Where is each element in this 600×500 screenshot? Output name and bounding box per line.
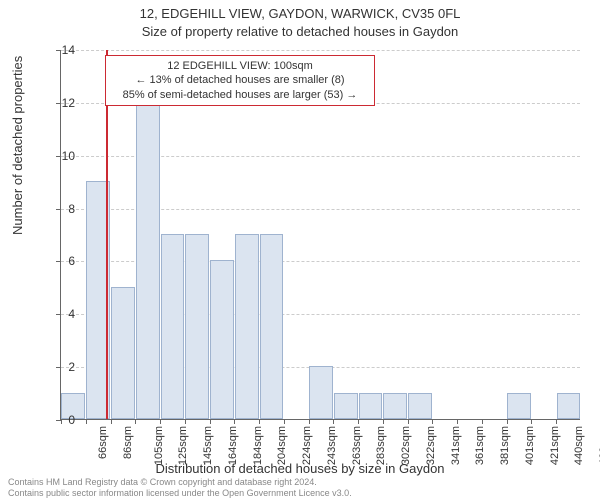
chart-title-line1: 12, EDGEHILL VIEW, GAYDON, WARWICK, CV35… bbox=[0, 6, 600, 21]
x-tick-mark bbox=[210, 419, 211, 424]
x-tick-label: 66sqm bbox=[97, 426, 109, 459]
x-tick-mark bbox=[457, 419, 458, 424]
histogram-bar bbox=[235, 234, 259, 419]
attribution-footer: Contains HM Land Registry data © Crown c… bbox=[8, 477, 352, 498]
histogram-bar bbox=[408, 393, 432, 419]
y-tick-label: 4 bbox=[45, 307, 75, 321]
x-tick-label: 401sqm bbox=[524, 426, 536, 465]
y-tick-label: 6 bbox=[45, 254, 75, 268]
x-tick-mark bbox=[333, 419, 334, 424]
x-tick-label: 283sqm bbox=[376, 426, 388, 465]
reference-annotation: 12 EDGEHILL VIEW: 100sqm ← 13% of detach… bbox=[105, 55, 375, 106]
x-tick-mark bbox=[556, 419, 557, 424]
y-tick-label: 2 bbox=[45, 360, 75, 374]
x-tick-label: 164sqm bbox=[227, 426, 239, 465]
x-tick-label: 125sqm bbox=[177, 426, 189, 465]
x-tick-mark bbox=[408, 419, 409, 424]
x-tick-mark bbox=[383, 419, 384, 424]
x-tick-mark bbox=[358, 419, 359, 424]
histogram-bar bbox=[136, 102, 160, 419]
x-tick-label: 381sqm bbox=[499, 426, 511, 465]
footer-line1: Contains HM Land Registry data © Crown c… bbox=[8, 477, 352, 487]
x-tick-label: 105sqm bbox=[153, 426, 165, 465]
y-tick-label: 12 bbox=[45, 96, 75, 110]
histogram-bar bbox=[210, 260, 234, 419]
x-tick-mark bbox=[111, 419, 112, 424]
y-tick-label: 8 bbox=[45, 202, 75, 216]
x-tick-label: 263sqm bbox=[351, 426, 363, 465]
histogram-bar bbox=[334, 393, 358, 419]
x-tick-label: 86sqm bbox=[122, 426, 134, 459]
x-tick-mark bbox=[135, 419, 136, 424]
annotation-line3: 85% of semi-detached houses are larger (… bbox=[112, 88, 368, 102]
x-tick-mark bbox=[531, 419, 532, 424]
x-tick-label: 204sqm bbox=[276, 426, 288, 465]
histogram-bar bbox=[507, 393, 531, 419]
chart-title-line2: Size of property relative to detached ho… bbox=[0, 24, 600, 39]
x-tick-label: 440sqm bbox=[574, 426, 586, 465]
annotation-line1: 12 EDGEHILL VIEW: 100sqm bbox=[112, 59, 368, 73]
histogram-bar bbox=[111, 287, 135, 419]
x-tick-label: 243sqm bbox=[326, 426, 338, 465]
x-tick-label: 145sqm bbox=[202, 426, 214, 465]
histogram-bar bbox=[557, 393, 581, 419]
histogram-bar bbox=[260, 234, 284, 419]
x-tick-label: 341sqm bbox=[450, 426, 462, 465]
x-tick-mark bbox=[86, 419, 87, 424]
y-axis-label: Number of detached properties bbox=[10, 56, 25, 235]
y-tick-label: 0 bbox=[45, 413, 75, 427]
x-tick-label: 361sqm bbox=[475, 426, 487, 465]
x-tick-label: 322sqm bbox=[425, 426, 437, 465]
x-tick-label: 421sqm bbox=[549, 426, 561, 465]
x-tick-mark bbox=[160, 419, 161, 424]
x-tick-mark bbox=[284, 419, 285, 424]
histogram-bar bbox=[359, 393, 383, 419]
x-tick-mark bbox=[432, 419, 433, 424]
histogram-bar bbox=[161, 234, 185, 419]
x-tick-mark bbox=[482, 419, 483, 424]
x-tick-mark bbox=[259, 419, 260, 424]
chart-container: 12, EDGEHILL VIEW, GAYDON, WARWICK, CV35… bbox=[0, 0, 600, 500]
histogram-bar bbox=[185, 234, 209, 419]
annotation-line2: ← 13% of detached houses are smaller (8) bbox=[112, 73, 368, 87]
x-tick-label: 184sqm bbox=[252, 426, 264, 465]
x-tick-mark bbox=[185, 419, 186, 424]
x-tick-mark bbox=[309, 419, 310, 424]
y-tick-label: 14 bbox=[45, 43, 75, 57]
histogram-bar bbox=[309, 366, 333, 419]
x-tick-label: 224sqm bbox=[301, 426, 313, 465]
footer-line2: Contains public sector information licen… bbox=[8, 488, 352, 498]
x-tick-mark bbox=[507, 419, 508, 424]
gridline bbox=[61, 50, 580, 51]
x-tick-mark bbox=[234, 419, 235, 424]
x-tick-label: 302sqm bbox=[400, 426, 412, 465]
histogram-bar bbox=[383, 393, 407, 419]
y-tick-label: 10 bbox=[45, 149, 75, 163]
